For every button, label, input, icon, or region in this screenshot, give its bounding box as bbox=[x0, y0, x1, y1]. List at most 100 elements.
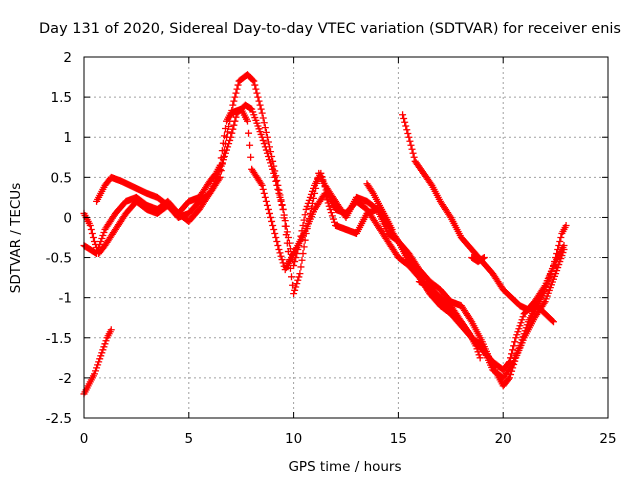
data-point bbox=[215, 175, 223, 183]
series-track-e bbox=[80, 326, 115, 398]
data-point bbox=[405, 133, 413, 141]
data-point bbox=[284, 248, 292, 256]
data-point bbox=[279, 205, 287, 213]
x-tick-label: 20 bbox=[495, 431, 512, 447]
data-point bbox=[268, 152, 276, 160]
data-point bbox=[513, 331, 521, 339]
data-point bbox=[270, 225, 278, 233]
axis-ticks bbox=[83, 56, 609, 419]
data-point bbox=[89, 234, 97, 241]
data-point bbox=[330, 218, 338, 226]
data-point bbox=[249, 76, 257, 84]
data-point bbox=[267, 148, 275, 156]
data-point bbox=[556, 238, 564, 246]
series-track-f bbox=[415, 278, 484, 362]
data-point bbox=[511, 338, 519, 346]
data-point bbox=[555, 261, 563, 269]
data-point bbox=[473, 345, 481, 353]
data-point bbox=[264, 138, 272, 146]
x-tick-label: 25 bbox=[599, 431, 616, 447]
data-point bbox=[246, 141, 254, 149]
data-point bbox=[218, 147, 226, 155]
data-point bbox=[410, 153, 418, 161]
data-point bbox=[228, 129, 236, 137]
data-point bbox=[551, 258, 559, 266]
data-point bbox=[254, 93, 262, 101]
chart-title: Day 131 of 2020, Sidereal Day-to-day VTE… bbox=[39, 21, 621, 37]
y-tick-labels: -2.5 -2 -1.5 -1 -0.5 0 0.5 1 1.5 2 bbox=[46, 50, 72, 427]
data-point bbox=[546, 271, 554, 279]
data-point bbox=[252, 85, 260, 93]
data-point bbox=[520, 330, 528, 338]
data-point bbox=[474, 348, 482, 356]
data-point bbox=[280, 214, 288, 222]
data-point bbox=[269, 221, 277, 229]
data-point bbox=[323, 196, 331, 204]
data-point bbox=[216, 161, 224, 169]
y-tick-label: 0 bbox=[63, 210, 72, 226]
data-point bbox=[515, 325, 523, 333]
data-point bbox=[300, 243, 308, 251]
data-point bbox=[272, 234, 280, 241]
data-point bbox=[552, 270, 560, 278]
data-point bbox=[273, 177, 281, 185]
data-point bbox=[275, 246, 283, 254]
data-point bbox=[514, 328, 522, 336]
data-point bbox=[516, 342, 524, 350]
data-point bbox=[296, 270, 304, 278]
data-point bbox=[399, 111, 407, 119]
data-point bbox=[552, 254, 560, 262]
data-point bbox=[264, 205, 272, 213]
data-point bbox=[233, 85, 241, 93]
data-point bbox=[554, 246, 562, 254]
data-point bbox=[277, 196, 285, 204]
data-point bbox=[306, 193, 314, 201]
data-point bbox=[98, 349, 106, 357]
data-point bbox=[262, 128, 270, 136]
y-tick-label: 1.5 bbox=[51, 90, 72, 106]
data-point bbox=[92, 367, 100, 375]
data-point bbox=[99, 231, 107, 239]
data-point bbox=[257, 180, 265, 188]
series-track-h bbox=[363, 180, 396, 233]
data-point bbox=[404, 129, 412, 137]
data-point bbox=[100, 343, 108, 351]
data-point bbox=[234, 81, 242, 89]
data-point bbox=[548, 265, 556, 273]
data-point bbox=[258, 109, 266, 117]
data-point bbox=[260, 140, 268, 148]
data-point bbox=[229, 101, 237, 109]
data-point bbox=[409, 149, 417, 157]
data-point bbox=[276, 249, 284, 257]
data-point bbox=[86, 221, 94, 229]
data-point bbox=[270, 162, 278, 170]
x-tick-label: 10 bbox=[285, 431, 302, 447]
data-point bbox=[305, 196, 313, 204]
data-point bbox=[407, 141, 415, 149]
y-tick-label: 0.5 bbox=[51, 170, 72, 186]
data-point bbox=[505, 358, 513, 366]
data-point bbox=[220, 132, 228, 140]
data-point bbox=[321, 189, 329, 197]
data-point bbox=[406, 137, 414, 145]
y-tick-label: -1 bbox=[59, 291, 72, 307]
data-point bbox=[329, 215, 337, 223]
data-point bbox=[522, 324, 530, 332]
data-point bbox=[302, 205, 310, 213]
data-point bbox=[100, 228, 108, 236]
data-point bbox=[93, 244, 101, 252]
data-point bbox=[272, 172, 280, 180]
series-track-d bbox=[399, 111, 558, 326]
data-point bbox=[262, 197, 270, 205]
data-point bbox=[282, 231, 290, 239]
data-point bbox=[269, 157, 277, 165]
data-point bbox=[295, 273, 303, 281]
data-point bbox=[217, 154, 225, 162]
data-point bbox=[232, 113, 240, 121]
data-point bbox=[88, 229, 96, 237]
data-point bbox=[518, 336, 526, 344]
data-point bbox=[265, 143, 273, 151]
data-point bbox=[260, 119, 268, 127]
data-point bbox=[93, 364, 101, 372]
